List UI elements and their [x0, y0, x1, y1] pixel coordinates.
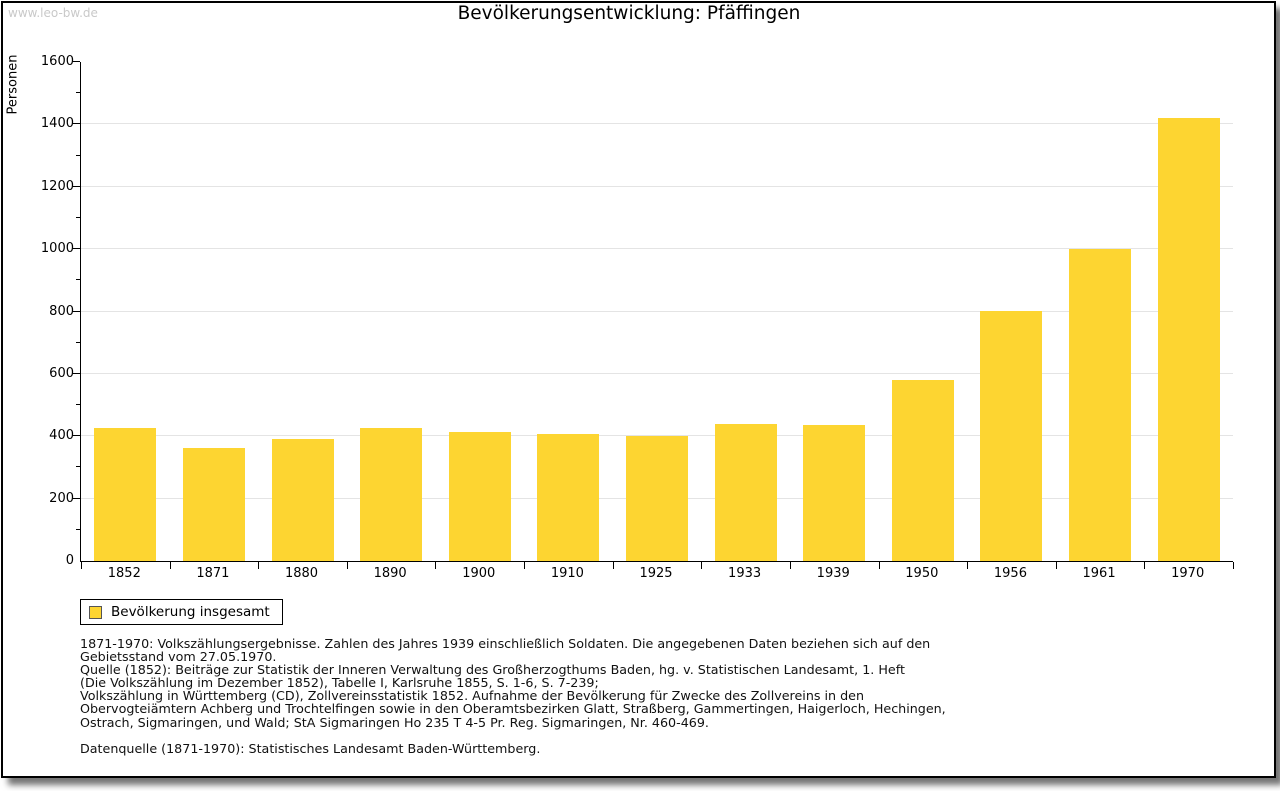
bar-1961: [1069, 249, 1132, 561]
x-axis-tick-label-1890: 1890: [373, 566, 407, 581]
gridline-1200: [81, 185, 1233, 187]
bar-1925: [626, 435, 688, 561]
x-axis-tick-label-1925: 1925: [639, 566, 673, 581]
x-axis-tick: [258, 562, 260, 569]
x-axis-tick-label-1950: 1950: [905, 566, 939, 581]
y-axis-tick-label-1200: 1200: [40, 178, 74, 194]
y-axis-major-tick: [73, 123, 80, 125]
y-axis-tick-label-200: 200: [49, 490, 74, 506]
x-axis-tick-label-1910: 1910: [550, 566, 584, 581]
x-axis-tick: [346, 562, 348, 569]
footnote-line-6: Obervogteiämtern Achberg und Trochtelfin…: [80, 701, 946, 717]
x-axis-tick: [789, 562, 791, 569]
y-axis-major-tick: [73, 372, 80, 374]
footnote-line-4: (Die Volkszählung im Dezember 1852), Tab…: [80, 675, 599, 691]
bar-1900: [448, 431, 511, 561]
x-axis-tick-label-1900: 1900: [462, 566, 496, 581]
y-axis-major-tick: [73, 435, 80, 437]
footnotes: 1871-1970: Volkszählungsergebnisse. Zahl…: [80, 637, 946, 729]
plot-area: [73, 61, 1234, 569]
x-axis-tick-label-1970: 1970: [1171, 566, 1205, 581]
y-axis-tick-label-0: 0: [65, 553, 74, 568]
legend: Bevölkerung insgesamt: [80, 599, 283, 625]
y-axis-minor-tick: [76, 216, 80, 218]
legend-swatch: [89, 605, 102, 619]
bar-1933: [714, 423, 777, 561]
chart-title: Bevölkerungsentwicklung: Pfäffingen: [457, 3, 801, 24]
bar-1880: [271, 439, 334, 561]
bar-1956: [980, 311, 1043, 561]
gridline-1400: [81, 123, 1233, 125]
y-axis-minor-tick: [76, 154, 80, 156]
bar-1890: [360, 428, 423, 561]
y-axis-tick-label-1600: 1600: [40, 54, 74, 69]
bar-1950: [891, 379, 954, 561]
x-axis-tick: [1144, 562, 1146, 569]
x-axis-tick-label-1871: 1871: [196, 566, 230, 581]
x-axis-tick-label-1852: 1852: [107, 566, 141, 581]
chart-frame: [1, 1, 1276, 778]
y-axis-tick-label-600: 600: [49, 365, 74, 381]
bar-1852: [94, 428, 157, 561]
y-axis-minor-tick: [76, 92, 80, 94]
x-axis-tick: [1233, 562, 1234, 569]
bar-1939: [803, 424, 866, 561]
x-axis-tick: [967, 562, 969, 569]
y-axis-minor-tick: [76, 279, 80, 281]
x-axis-tick-labels: 1852 1871 1880 1890 1900 1910 1925 1933 1939 1950…: [80, 564, 1232, 584]
x-axis-tick: [1055, 562, 1057, 569]
y-axis-minor-tick: [76, 341, 80, 343]
x-axis-tick-label-1880: 1880: [284, 566, 319, 581]
y-axis-major-tick: [73, 310, 80, 312]
x-axis-tick-label-1939: 1939: [816, 566, 850, 581]
x-axis-tick-label-1956: 1956: [993, 566, 1027, 581]
legend-label: Bevölkerung insgesamt: [111, 604, 270, 620]
y-axis-tick-label-800: 800: [49, 303, 74, 319]
y-axis-tick-label-400: 400: [49, 428, 74, 444]
footnote-line-3: Quelle (1852): Beiträge zur Statistik de…: [80, 662, 905, 678]
y-axis-tick-labels: 0 200 400 600 800 1000 1200 1400 1600: [0, 54, 74, 568]
bar-1910: [537, 434, 600, 561]
y-axis-minor-tick: [76, 466, 80, 468]
x-axis-tick: [169, 562, 171, 569]
x-axis-tick: [612, 562, 614, 569]
bar-1871: [182, 448, 245, 561]
y-axis-major-tick: [73, 248, 80, 250]
watermark: www.leo-bw.de: [8, 6, 98, 20]
y-axis-tick-label-1000: 1000: [40, 241, 74, 257]
footnote-line-1: 1871-1970: Volkszählungsergebnisse. Zahl…: [80, 636, 931, 651]
gridline-800: [81, 310, 1233, 312]
footnote-line-5: Volkszählung in Württemberg (CD), Zollve…: [80, 688, 865, 704]
x-axis-tick: [878, 562, 880, 569]
y-axis-major-tick: [73, 61, 80, 62]
footnote-line-7: Ostrach, Sigmaringen, und Wald; StA Sigm…: [80, 714, 709, 730]
gridline-1000: [81, 248, 1233, 250]
y-axis-minor-tick: [76, 528, 80, 530]
footnote-line-2: Gebietsstand vom 27.05.1970.: [80, 649, 277, 665]
x-axis-tick: [524, 562, 526, 569]
gridline-600: [81, 372, 1233, 374]
x-axis-tick: [435, 562, 437, 569]
y-axis-tick-label-1400: 1400: [40, 116, 74, 132]
x-axis-tick-label-1961: 1961: [1082, 566, 1116, 581]
x-axis-tick: [81, 562, 82, 569]
x-axis-tick-label-1933: 1933: [728, 566, 762, 581]
bar-1970: [1157, 117, 1220, 561]
y-axis-major-tick: [73, 185, 80, 187]
y-axis-minor-tick: [76, 404, 80, 406]
x-axis-tick: [701, 562, 703, 569]
datasource-line: Datenquelle (1871-1970): Statistisches L…: [80, 741, 541, 756]
gridline-400: [81, 435, 1233, 437]
y-axis-major-tick: [73, 497, 80, 499]
